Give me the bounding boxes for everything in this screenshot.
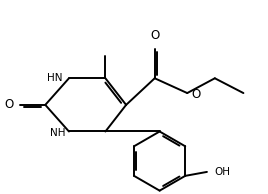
Text: O: O — [191, 87, 200, 100]
Text: NH: NH — [50, 128, 65, 139]
Text: HN: HN — [47, 73, 62, 83]
Text: O: O — [5, 98, 14, 111]
Text: O: O — [150, 29, 159, 42]
Text: OH: OH — [215, 167, 231, 177]
